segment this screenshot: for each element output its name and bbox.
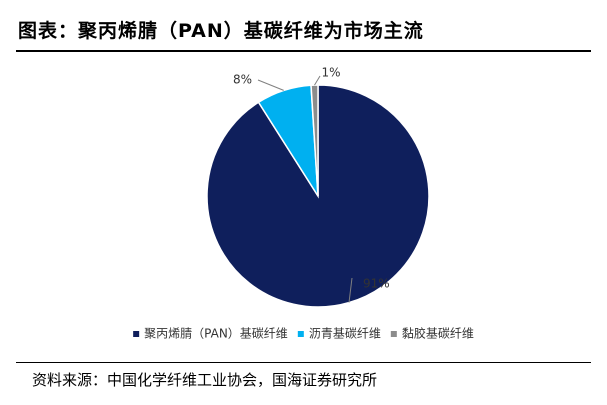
legend-label-1: 聚丙烯腈（PAN）基碳纤维 [144,327,288,341]
leader-line-3 [314,75,321,86]
legend-swatch-2 [297,331,304,337]
data-label-1: 91% [363,277,390,291]
title-divider [16,50,591,52]
leader-line-2 [257,79,284,91]
source-note: 资料来源：中国化学纤维工业协会，国海证券研究所 [32,371,378,389]
legend-label-2: 沥青基碳纤维 [309,327,381,341]
pie-chart: 91% 8% 1% 聚丙烯腈（PAN）基碳纤维 沥青基碳纤维 黏胶基碳纤维 [133,66,474,341]
source-divider [16,362,591,363]
data-label-3: 1% [321,66,340,80]
legend-item-2: 沥青基碳纤维 [297,327,381,341]
legend-item-3: 黏胶基碳纤维 [390,326,474,341]
data-label-2: 8% [233,73,252,87]
chart-legend: 聚丙烯腈（PAN）基碳纤维 沥青基碳纤维 黏胶基碳纤维 [133,326,474,341]
legend-swatch-1 [133,331,140,337]
chart-title: 图表：聚丙烯腈（PAN）基碳纤维为市场主流 [18,20,424,42]
leader-line-1 [348,277,353,303]
pie-data-labels: 91% 8% 1% [233,66,390,291]
pie-leader-lines [257,75,353,303]
legend-swatch-3 [390,331,397,337]
legend-item-1: 聚丙烯腈（PAN）基碳纤维 [133,327,288,341]
legend-label-3: 黏胶基碳纤维 [402,326,474,341]
pie-slices [206,84,430,308]
